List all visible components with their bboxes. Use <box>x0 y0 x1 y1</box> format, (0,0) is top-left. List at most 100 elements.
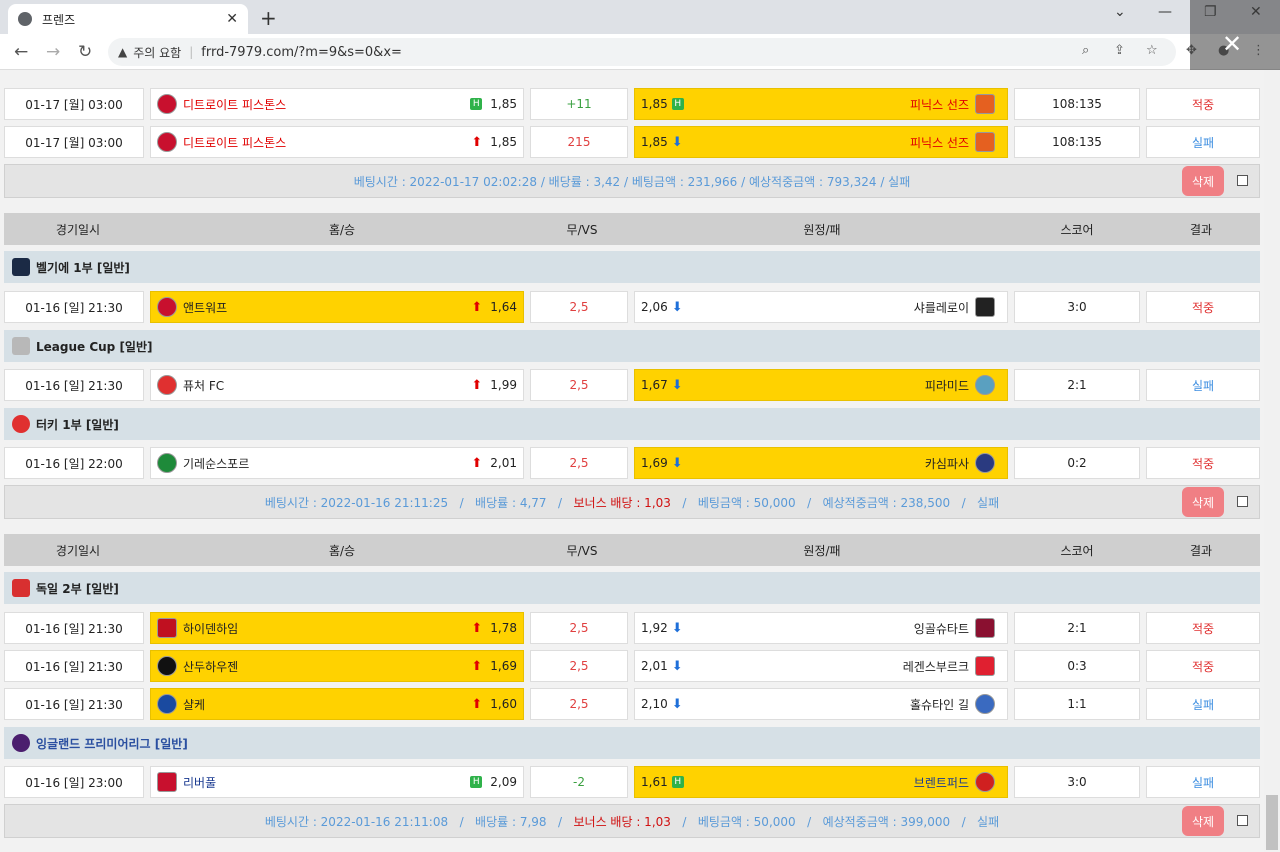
home-pick[interactable]: 산두하우젠 ⬆ 1,69 <box>150 650 524 682</box>
scrollbar[interactable] <box>1264 70 1280 852</box>
select-checkbox[interactable] <box>1237 496 1248 507</box>
vs-value[interactable]: 2,5 <box>530 369 628 401</box>
away-team: 샤를레로이 <box>913 300 969 315</box>
col-home: 홈/승 <box>328 222 356 237</box>
minimize-button[interactable]: — <box>1158 4 1172 20</box>
col-result: 결과 <box>1189 222 1213 237</box>
vs-value[interactable]: 2,5 <box>530 688 628 720</box>
select-checkbox[interactable] <box>1237 815 1248 826</box>
home-pick[interactable]: 하이덴하임 ⬆ 1,78 <box>150 612 524 644</box>
league-name: 터키 1부 [일반] <box>36 417 119 432</box>
tab-close-icon[interactable]: ✕ <box>226 11 238 27</box>
team-logo-icon <box>157 132 177 152</box>
away-pick[interactable]: 2,01 ⬇ 레겐스부르크 <box>634 650 1008 682</box>
url-text[interactable]: frrd-7979.com/?m=9&s=0&x= <box>201 44 402 60</box>
share-icon[interactable]: ⇪ <box>1114 43 1125 58</box>
omnibox[interactable]: ▲ 주의 요함 | frrd-7979.com/?m=9&s=0&x= <box>108 38 1176 66</box>
vs-value[interactable]: 2,5 <box>530 291 628 323</box>
vs-value[interactable]: 2,5 <box>530 612 628 644</box>
col-vs: 무/VS <box>566 222 598 237</box>
vs-value[interactable]: 2,5 <box>530 650 628 682</box>
delete-button[interactable]: 삭제 <box>1182 487 1224 517</box>
home-pick[interactable]: 디트로이트 피스톤스 ⬆ 1,85 <box>150 126 524 158</box>
home-team: 기레순스포르 <box>183 456 250 471</box>
home-pick[interactable]: 앤트워프 ⬆ 1,64 <box>150 291 524 323</box>
table-row: 01-16 [일] 21:30 산두하우젠 ⬆ 1,69 2,5 2,01 ⬇ … <box>4 650 1260 682</box>
home-pick[interactable]: 샬케 ⬆ 1,60 <box>150 688 524 720</box>
table-header: 경기일시 홈/승 무/VS 원정/패 스코어 결과 <box>4 213 1260 245</box>
away-odd: 2,01 <box>641 659 668 673</box>
away-odd: 1,61 <box>641 775 668 789</box>
back-arrow-icon[interactable]: ← <box>14 42 29 62</box>
up-arrow-icon: ⬆ <box>471 377 483 393</box>
match-score: 108:135 <box>1014 88 1140 120</box>
home-team: 산두하우젠 <box>183 659 239 674</box>
vs-value[interactable]: 215 <box>530 126 628 158</box>
home-pick[interactable]: 디트로이트 피스톤스 H 1,85 <box>150 88 524 120</box>
col-away: 원정/패 <box>803 222 841 237</box>
home-pick[interactable]: 퓨처 FC ⬆ 1,99 <box>150 369 524 401</box>
home-pick[interactable]: 리버풀 H 2,09 <box>150 766 524 798</box>
down-arrow-icon: ⬇ <box>671 455 683 471</box>
bet-summary: 베팅시간 : 2022-01-17 02:02:28 / 배당률 : 3,42 … <box>4 164 1260 198</box>
delete-button[interactable]: 삭제 <box>1182 166 1224 196</box>
team-logo-icon <box>975 453 995 473</box>
summary-text: 베팅시간 : 2022-01-16 21:11:25 / 배당률 : 4,77 … <box>264 495 574 510</box>
down-arrow-icon: ⬇ <box>671 658 683 674</box>
away-pick[interactable]: 1,85 H 피닉스 선즈 <box>634 88 1008 120</box>
table-header: 경기일시 홈/승 무/VS 원정/패 스코어 결과 <box>4 534 1260 566</box>
omnibox-separator: | <box>189 45 194 59</box>
down-arrow-icon: ⬇ <box>671 299 683 315</box>
home-team: 리버풀 <box>183 775 217 790</box>
home-team: 디트로이트 피스톤스 <box>183 97 287 112</box>
col-score: 스코어 <box>1060 543 1094 558</box>
match-score: 0:3 <box>1014 650 1140 682</box>
col-result: 결과 <box>1189 543 1213 558</box>
away-pick[interactable]: 1,85 ⬇ 피닉스 선즈 <box>634 126 1008 158</box>
browser-tab[interactable]: 프렌즈 ✕ <box>8 4 248 34</box>
bet-summary: 베팅시간 : 2022-01-16 21:11:25 / 배당률 : 4,77 … <box>4 485 1260 519</box>
vs-value[interactable]: -2 <box>530 766 628 798</box>
summary-text: / 베팅금액 : 50,000 / 예상적중금액 : 238,500 / 실패 <box>670 495 1000 510</box>
down-arrow-icon: ⬇ <box>671 696 683 712</box>
away-pick[interactable]: 1,92 ⬇ 잉골슈타트 <box>634 612 1008 644</box>
bet-summary: 베팅시간 : 2022-01-16 21:11:08 / 배당률 : 7,98 … <box>4 804 1260 838</box>
away-pick[interactable]: 2,10 ⬇ 홀슈타인 길 <box>634 688 1008 720</box>
reload-icon[interactable]: ↻ <box>78 42 93 62</box>
select-checkbox[interactable] <box>1237 175 1248 186</box>
handicap-icon: H <box>470 776 483 788</box>
home-odd: 1,85 <box>490 97 517 111</box>
bookmark-star-icon[interactable]: ☆ <box>1146 43 1158 58</box>
table-row: 01-17 [월] 03:00 디트로이트 피스톤스 ⬆ 1,85 215 1,… <box>4 126 1260 158</box>
team-logo-icon <box>975 94 995 114</box>
vs-value[interactable]: +11 <box>530 88 628 120</box>
team-logo-icon <box>975 772 995 792</box>
delete-button[interactable]: 삭제 <box>1182 806 1224 836</box>
zoom-icon[interactable]: ⌕ <box>1082 43 1090 58</box>
scrollbar-thumb[interactable] <box>1266 795 1278 850</box>
result-status: 적중 <box>1146 612 1260 644</box>
team-logo-icon <box>975 618 995 638</box>
tab-bar: 프렌즈 ✕ + ⌄ — ❐ ✕ <box>0 0 1280 34</box>
away-pick[interactable]: 1,69 ⬇ 카심파사 <box>634 447 1008 479</box>
new-tab-button[interactable]: + <box>260 6 277 30</box>
warning-icon[interactable]: ▲ <box>118 45 128 59</box>
down-arrow-icon: ⬇ <box>671 620 683 636</box>
away-pick[interactable]: 2,06 ⬇ 샤를레로이 <box>634 291 1008 323</box>
league-header: 독일 2부 [일반] <box>4 572 1260 604</box>
security-warning-label[interactable]: 주의 요함 <box>133 45 182 60</box>
result-status: 적중 <box>1146 88 1260 120</box>
forward-arrow-icon[interactable]: → <box>46 42 61 62</box>
home-pick[interactable]: 기레순스포르 ⬆ 2,01 <box>150 447 524 479</box>
match-date: 01-17 [월] 03:00 <box>4 88 144 120</box>
away-pick[interactable]: 1,67 ⬇ 피라미드 <box>634 369 1008 401</box>
tab-search-icon[interactable]: ⌄ <box>1114 4 1126 20</box>
away-pick[interactable]: 1,61 H 브렌트퍼드 <box>634 766 1008 798</box>
match-score: 108:135 <box>1014 126 1140 158</box>
popup-close-icon[interactable]: ✕ <box>1222 30 1243 58</box>
summary-text: / 베팅금액 : 50,000 / 예상적중금액 : 399,000 / 실패 <box>670 814 1000 829</box>
result-status: 실패 <box>1146 369 1260 401</box>
col-away: 원정/패 <box>803 543 841 558</box>
vs-value[interactable]: 2,5 <box>530 447 628 479</box>
match-date: 01-16 [일] 21:30 <box>4 650 144 682</box>
